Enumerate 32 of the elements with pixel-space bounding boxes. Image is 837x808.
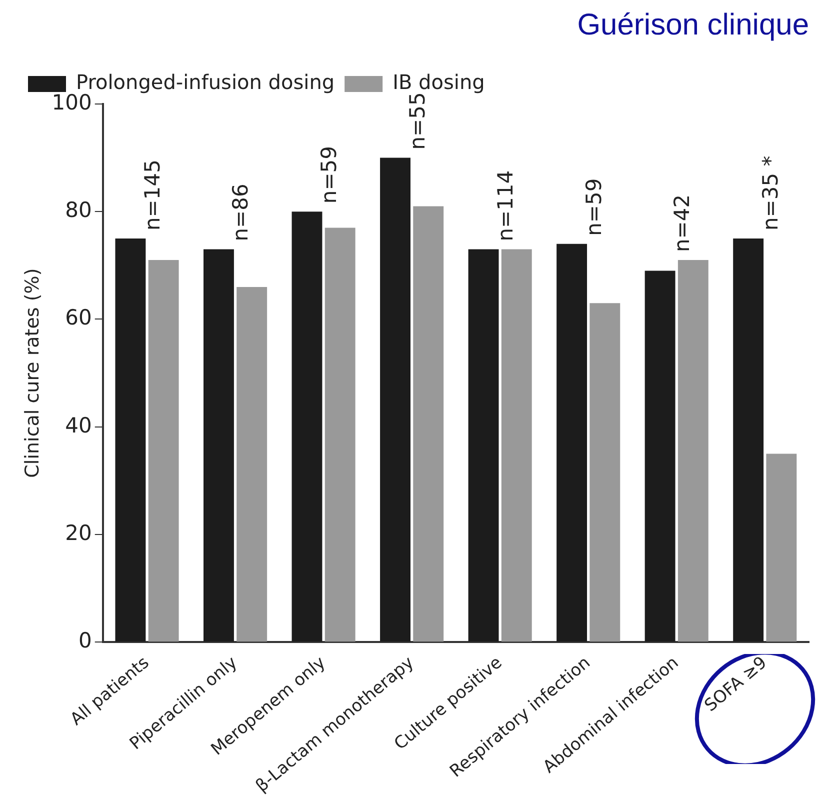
bar: [733, 238, 764, 642]
bar: [413, 206, 444, 642]
chart-title: Guérison clinique: [577, 8, 809, 42]
bar: [590, 303, 620, 642]
bar: [292, 212, 322, 642]
y-axis-title: Clinical cure rates (%): [21, 268, 44, 478]
y-tick-label: 80: [65, 198, 92, 222]
bar: [468, 249, 499, 642]
y-tick-label: 40: [65, 413, 92, 438]
bar: [556, 244, 588, 642]
bar: [501, 249, 532, 642]
annotation: n=55: [405, 92, 430, 150]
annotation: n=35 *: [758, 156, 782, 231]
y-tick-label: 60: [65, 306, 92, 330]
annotation: n=59: [582, 178, 606, 236]
bar: [766, 454, 797, 642]
bar: [148, 260, 179, 642]
bar: [380, 158, 410, 642]
annotation: n=114: [494, 170, 518, 242]
annotation: n=59: [316, 146, 341, 204]
bar: [324, 228, 356, 642]
y-tick-label: 20: [65, 520, 92, 545]
annotation: n=42: [670, 194, 694, 252]
bar: [204, 249, 234, 642]
annotation: n=86: [228, 184, 253, 242]
bar: [644, 270, 676, 642]
annotation: n=145: [140, 160, 164, 231]
bar: [678, 260, 708, 642]
bar: [236, 286, 268, 642]
bar: [115, 238, 146, 642]
y-tick-label: 0: [78, 628, 92, 653]
legend-label: IB dosing: [392, 70, 485, 94]
